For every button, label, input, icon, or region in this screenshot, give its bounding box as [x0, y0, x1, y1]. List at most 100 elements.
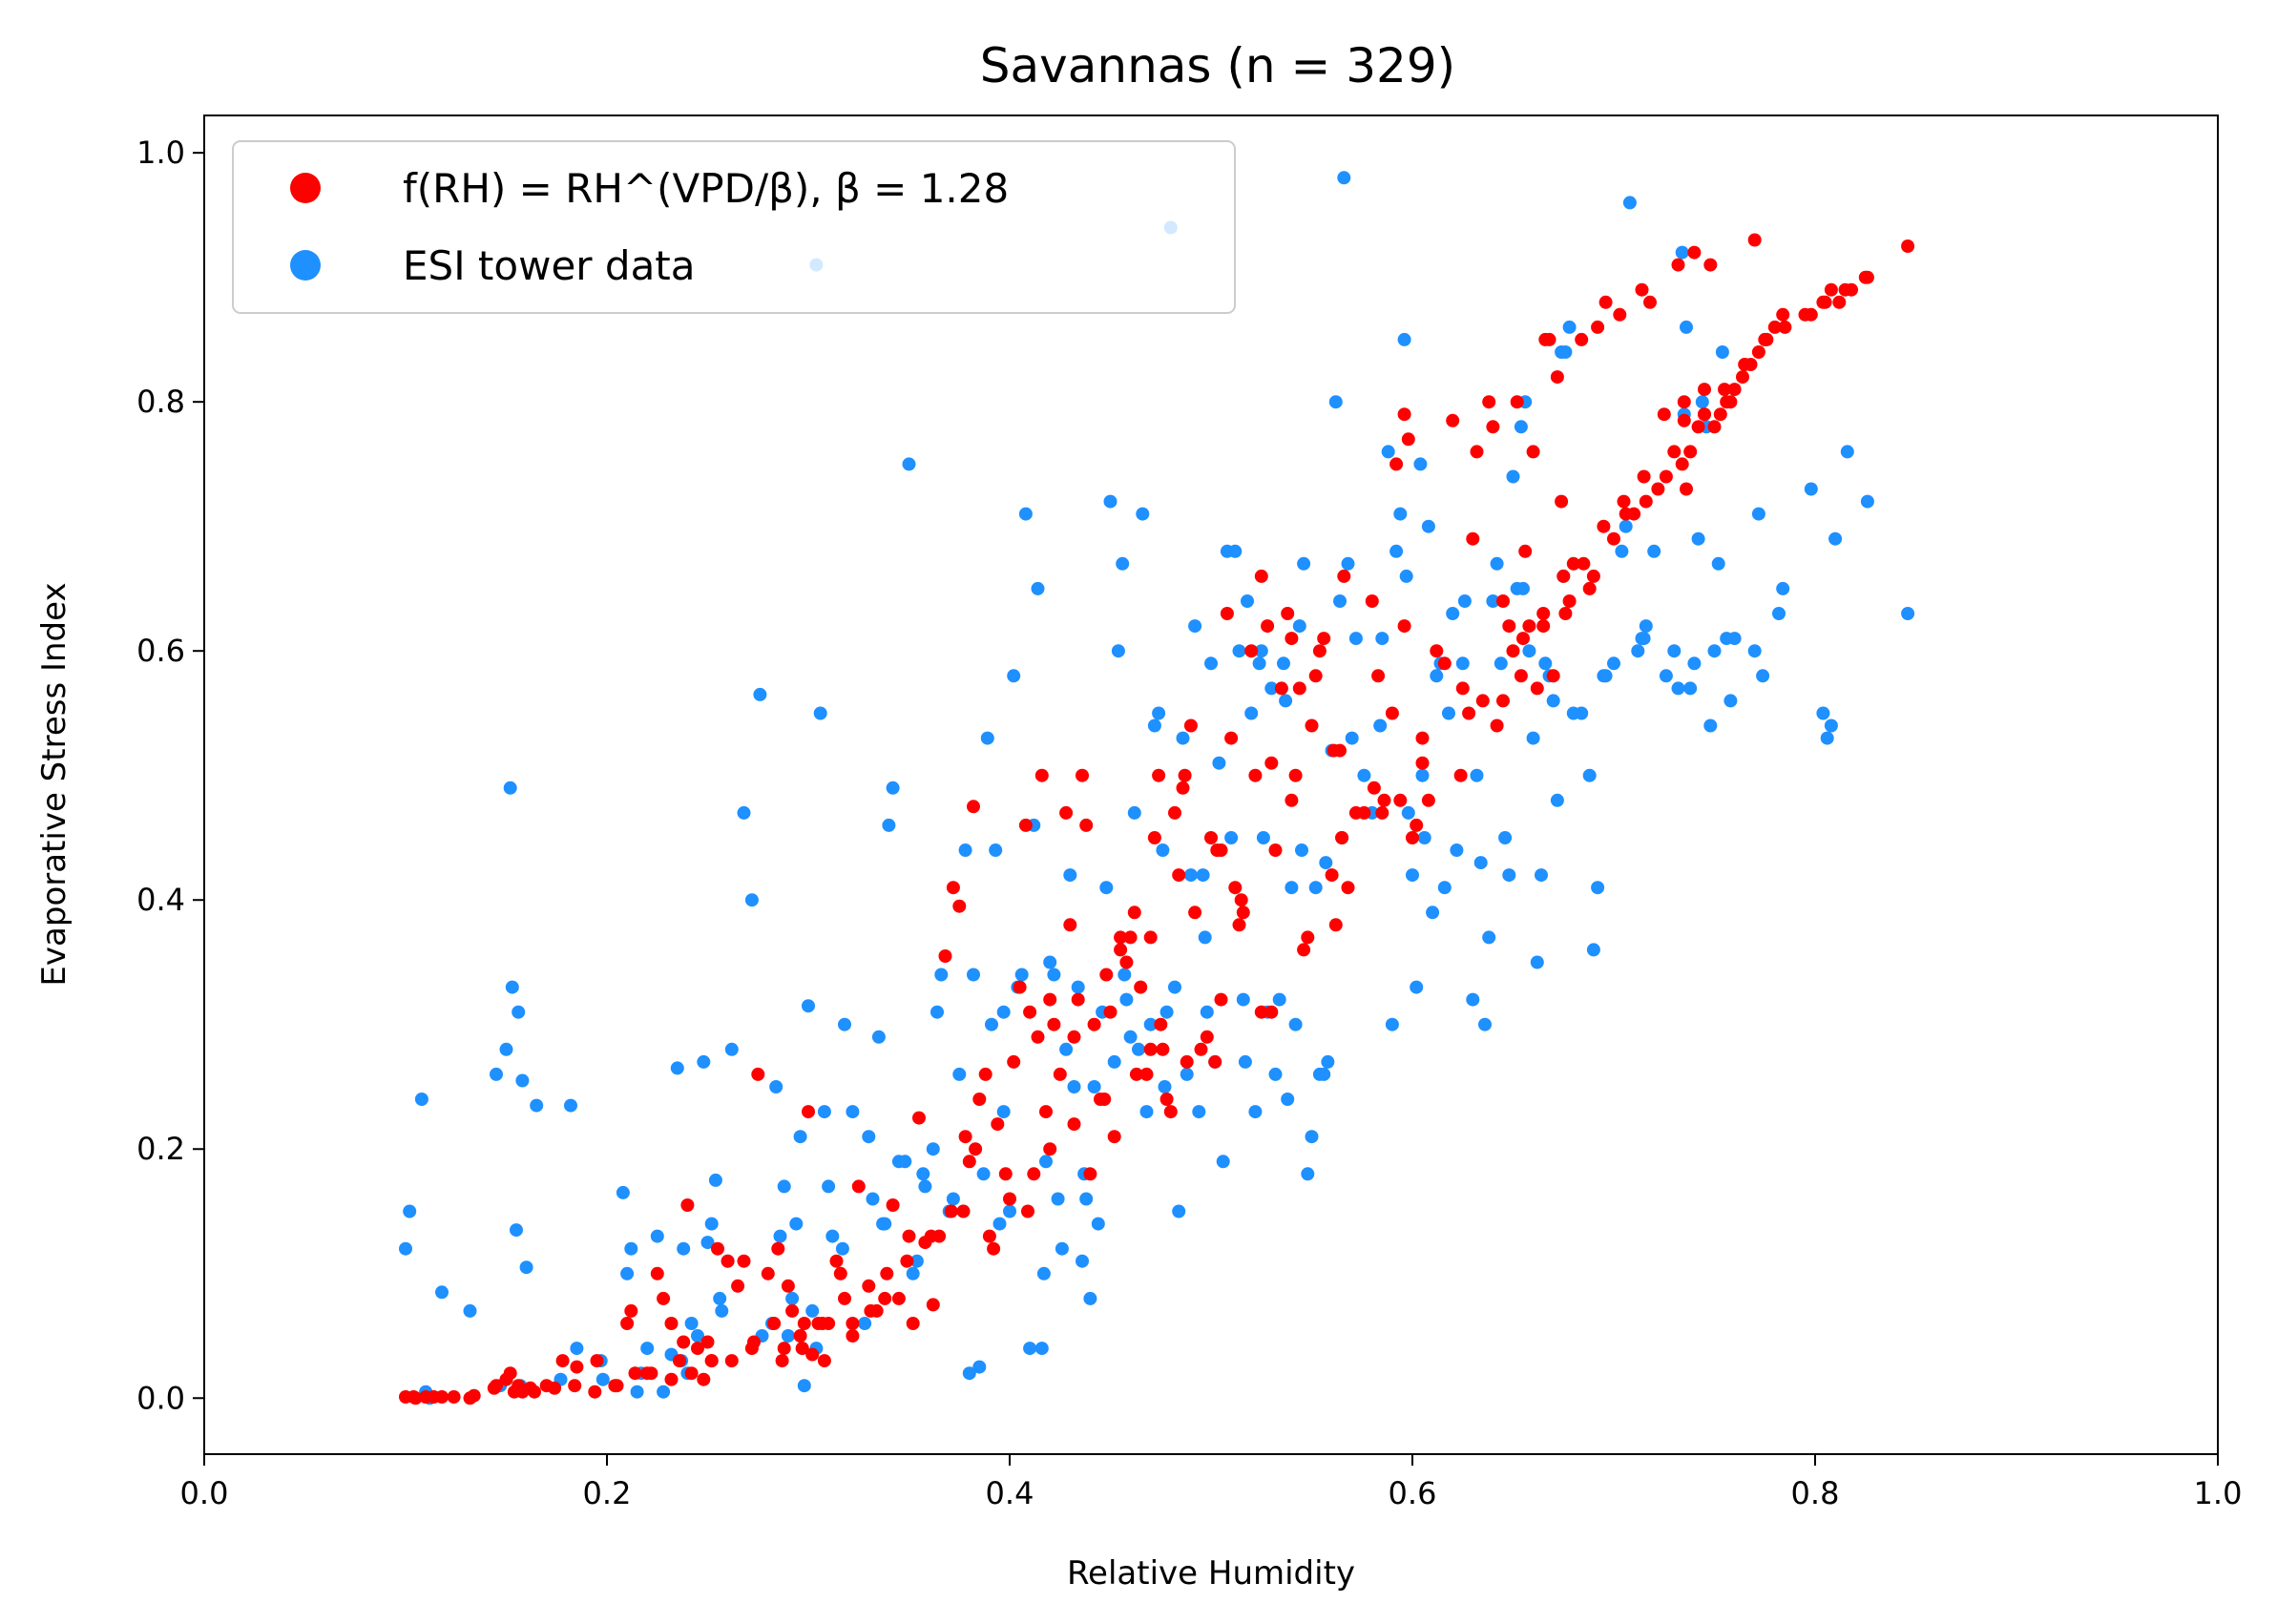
model-point	[1526, 445, 1540, 459]
x-tick-label: 0.2	[583, 1475, 632, 1511]
model-point	[1371, 669, 1386, 683]
tower-point	[1341, 556, 1355, 571]
tower-point	[1575, 706, 1589, 720]
tower-point	[1127, 805, 1141, 820]
model-point	[1327, 743, 1341, 758]
tower-point	[1375, 632, 1389, 646]
model-point	[1703, 258, 1718, 272]
model-point	[1220, 607, 1234, 620]
model-point	[1027, 1167, 1041, 1181]
tower-point	[805, 1303, 820, 1318]
tower-point	[1236, 992, 1250, 1007]
model-point	[846, 1317, 860, 1330]
model-point	[777, 1342, 791, 1356]
tower-point	[1756, 669, 1770, 683]
model-point	[1522, 619, 1536, 634]
tower-point	[1295, 843, 1308, 857]
tower-point	[1691, 531, 1705, 546]
tower-point	[822, 1179, 836, 1194]
model-point	[1337, 569, 1351, 583]
tower-point	[882, 818, 896, 832]
model-point	[797, 1317, 811, 1330]
model-point	[1188, 906, 1202, 920]
model-point	[737, 1254, 751, 1268]
model-point	[878, 1291, 892, 1305]
tower-point	[1446, 607, 1460, 620]
model-point	[1312, 644, 1327, 658]
model-point	[1430, 644, 1444, 658]
model-point	[962, 1155, 976, 1169]
model-point	[771, 1241, 785, 1256]
model-point	[548, 1381, 562, 1395]
model-point	[1510, 395, 1524, 409]
tower-point	[886, 781, 900, 795]
model-point	[1087, 1017, 1101, 1031]
tower-point	[499, 1042, 513, 1056]
model-point	[628, 1366, 642, 1381]
ticks-layer: 0.0 0.2 0.4 0.6 0.8 1.0 0.0 0.2 0.4 0.6 0.8 1.0	[136, 135, 2242, 1511]
model-point	[926, 1298, 940, 1312]
model-point	[1635, 282, 1649, 297]
tower-point	[1659, 669, 1673, 683]
tower-point	[777, 1179, 791, 1194]
tower-point	[1393, 507, 1408, 521]
model-point	[1677, 395, 1691, 409]
tower-point	[1707, 644, 1722, 658]
tower-point	[490, 1067, 503, 1081]
model-point	[1268, 843, 1283, 857]
x-axis-label: Relative Humidity	[1067, 1554, 1355, 1593]
tower-point	[1232, 644, 1246, 658]
tower-point	[650, 1229, 664, 1243]
model-point	[1210, 843, 1224, 857]
tower-point	[677, 1241, 691, 1256]
tower-point	[817, 1105, 831, 1119]
tower-point	[802, 999, 815, 1013]
tower-point	[1546, 694, 1560, 708]
tower-point	[992, 1217, 1007, 1231]
model-point	[1097, 1093, 1112, 1106]
model-point	[1168, 805, 1181, 820]
tower-point	[1228, 544, 1243, 558]
tower-point	[1522, 644, 1536, 658]
tower-point	[871, 1030, 886, 1044]
model-point	[590, 1354, 604, 1368]
tower-point	[713, 1291, 727, 1305]
model-point	[711, 1241, 724, 1256]
model-point	[1204, 831, 1218, 844]
legend-marker-tower	[290, 250, 321, 281]
tower-point	[1417, 831, 1431, 844]
tower-point	[1254, 644, 1268, 658]
tower-point	[1055, 1241, 1069, 1256]
model-point	[775, 1354, 789, 1368]
tower-point	[876, 1217, 890, 1231]
tower-point	[624, 1241, 638, 1256]
model-point	[704, 1354, 719, 1368]
tower-point	[1457, 594, 1472, 608]
model-point	[978, 1067, 992, 1081]
model-point	[956, 1204, 971, 1218]
tower-point	[1216, 1155, 1230, 1169]
tower-point	[1535, 868, 1548, 883]
model-point	[1099, 968, 1114, 982]
model-point	[815, 1317, 829, 1330]
tower-point	[1043, 955, 1057, 969]
model-point	[1838, 282, 1852, 297]
tower-point	[1317, 1067, 1331, 1081]
tower-point	[530, 1098, 544, 1113]
x-tick-label: 0.0	[180, 1475, 229, 1511]
model-point	[1194, 1042, 1208, 1056]
model-point	[1103, 1005, 1118, 1019]
tower-point	[980, 731, 994, 745]
model-point	[761, 1266, 775, 1280]
model-point	[1236, 906, 1250, 920]
tower-point	[1212, 756, 1226, 770]
tower-point	[946, 1192, 960, 1206]
model-point	[912, 1111, 926, 1125]
tower-point	[1059, 1042, 1074, 1056]
model-point	[1482, 395, 1496, 409]
model-point	[1308, 669, 1323, 683]
tower-point	[1099, 881, 1114, 895]
model-point	[1718, 383, 1731, 397]
tower-point	[1675, 245, 1689, 260]
